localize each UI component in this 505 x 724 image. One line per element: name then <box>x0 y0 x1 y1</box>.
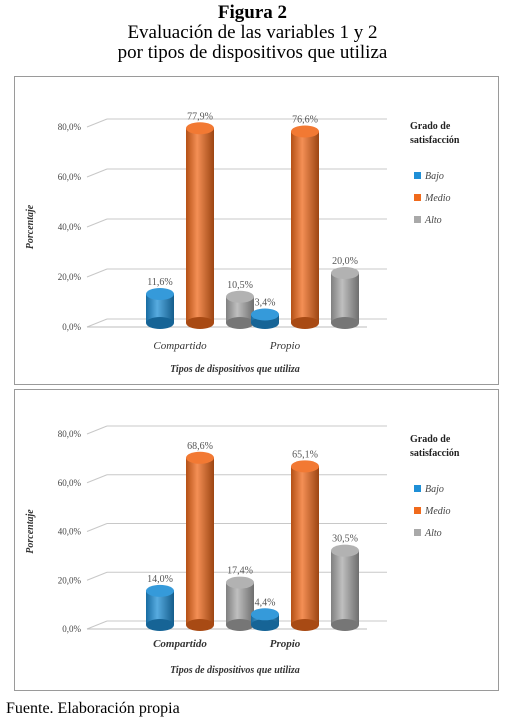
data-label-alto-compartido: 10,5% <box>227 280 253 291</box>
legend-title-line-2: satisfacción <box>410 135 460 146</box>
data-label-bajo-propio: 3,4% <box>255 298 276 309</box>
gridline-diagonal-3 <box>86 474 108 484</box>
gridline-diagonal-3 <box>86 168 108 178</box>
gridline-diagonal-1 <box>86 571 108 581</box>
y-tick-label-0: 0,0% <box>62 624 81 634</box>
gridline-diagonal-2 <box>86 523 108 532</box>
y-tick-label-1: 20,0% <box>58 575 82 585</box>
chart-panel-variable-1: 0,0% 20,0% 40,0% 60,0% 80,0% 11,6% 77,9% 10,5% C… <box>14 76 499 385</box>
legend-label-medio: Medio <box>424 193 451 204</box>
category-label-propio: Propio <box>269 340 301 352</box>
y-tick-label-3: 60,0% <box>58 172 82 182</box>
data-label-medio-propio: 65,1% <box>292 449 318 460</box>
data-label-bajo-compartido: 11,6% <box>147 277 172 288</box>
y-tick-label-2: 40,0% <box>58 222 82 232</box>
x-axis-title: Tipos de dispositivos que utiliza <box>170 364 300 375</box>
legend-swatch-bajo <box>414 485 421 492</box>
bar-chart-2: 0,0% 20,0% 40,0% 60,0% 80,0% 14,0% 68,6% 17,4% C… <box>25 425 460 676</box>
bar-alto-compartido <box>226 576 254 631</box>
legend-swatch-medio <box>414 194 421 201</box>
y-tick-label-2: 40,0% <box>58 527 82 537</box>
bar-medio-compartido <box>186 122 214 329</box>
gridline-diagonal-4 <box>86 425 108 435</box>
bar-medio-propio <box>291 125 319 329</box>
bar-medio-compartido <box>186 451 214 631</box>
figure-title: Figura 2 <box>217 2 288 23</box>
bar-bajo-propio <box>251 308 279 329</box>
legend-swatch-alto <box>414 529 421 536</box>
data-label-bajo-compartido: 14,0% <box>147 574 173 585</box>
legend-label-bajo: Bajo <box>425 171 444 182</box>
x-axis-title: Tipos de dispositivos que utiliza <box>170 665 300 676</box>
chart-panel-variable-2: 0,0% 20,0% 40,0% 60,0% 80,0% 14,0% 68,6% 17,4% C… <box>14 389 499 691</box>
legend-swatch-alto <box>414 216 421 223</box>
legend-label-alto: Alto <box>424 215 442 226</box>
legend-swatch-bajo <box>414 172 421 179</box>
gridline-diagonal-2 <box>86 218 108 228</box>
figure-subtitle-line-2: por tipos de dispositivos que utiliza <box>117 42 388 63</box>
y-tick-label-0: 0,0% <box>62 322 81 332</box>
legend-swatch-medio <box>414 507 421 514</box>
data-label-alto-propio: 30,5% <box>332 534 358 545</box>
bar-chart-1: 0,0% 20,0% 40,0% 60,0% 80,0% 11,6% 77,9% 10,5% C… <box>25 111 460 375</box>
category-label-compartido: Compartido <box>153 638 207 650</box>
y-tick-label-4: 80,0% <box>58 429 82 439</box>
legend-title-line-1: Grado de <box>410 434 451 445</box>
category-label-compartido: Compartido <box>153 340 207 352</box>
category-label-propio: Propio <box>270 638 301 650</box>
bar-alto-compartido <box>226 290 254 329</box>
bar-medio-propio <box>291 460 319 631</box>
legend-title-line-2: satisfacción <box>410 448 460 459</box>
bar-alto-propio <box>331 267 359 329</box>
gridline-diagonal-1 <box>86 268 108 278</box>
data-label-medio-compartido: 68,6% <box>187 441 213 452</box>
legend-label-bajo: Bajo <box>425 484 444 495</box>
figure-header: Figura 2 Evaluación de las variables 1 y… <box>0 2 505 63</box>
y-axis-title: Porcentaje <box>25 204 36 249</box>
bar-alto-propio <box>331 544 359 631</box>
bar-bajo-propio <box>251 608 279 631</box>
legend-label-medio: Medio <box>424 506 451 517</box>
data-label-alto-propio: 20,0% <box>332 256 358 267</box>
data-label-medio-propio: 76,6% <box>292 115 318 126</box>
y-tick-label-4: 80,0% <box>58 122 82 132</box>
y-axis-title: Porcentaje <box>25 509 36 554</box>
gridline-diagonal-0 <box>86 620 108 630</box>
data-label-bajo-propio: 4,4% <box>255 597 276 608</box>
bar-bajo-compartido <box>146 584 174 631</box>
bar-bajo-compartido <box>146 288 174 329</box>
gridline-diagonal-4 <box>86 118 108 128</box>
source-note: Fuente. Elaboración propia <box>6 700 180 717</box>
data-label-alto-compartido: 17,4% <box>227 566 253 577</box>
gridline-diagonal-0 <box>86 318 108 328</box>
y-tick-label-1: 20,0% <box>58 272 82 282</box>
legend-title-line-1: Grado de <box>410 121 451 132</box>
legend-label-alto: Alto <box>424 528 442 539</box>
figure-subtitle-line-1: Evaluación de las variables 1 y 2 <box>127 22 378 43</box>
data-label-medio-compartido: 77,9% <box>187 111 213 122</box>
y-tick-label-3: 60,0% <box>58 478 82 488</box>
